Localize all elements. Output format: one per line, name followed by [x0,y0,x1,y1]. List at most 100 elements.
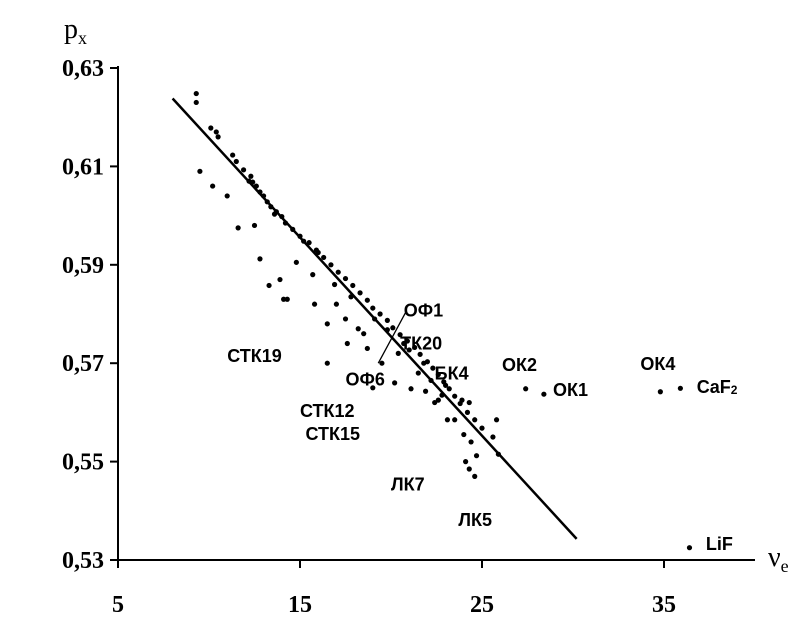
data-point [523,386,529,392]
data-point [290,226,296,232]
annotation-label: ОК1 [553,380,588,400]
data-point [395,350,401,356]
annotation-label: ЛК7 [391,475,425,495]
annotation-label: ОК2 [502,355,537,375]
y-tick-label: 0,57 [62,351,104,377]
data-point [493,417,500,423]
data-point [235,225,241,231]
data-point [281,296,287,302]
data-point [342,275,349,282]
data-point [355,326,361,332]
data-point [472,417,478,423]
data-point [321,254,327,261]
data-point [257,256,263,262]
x-tick-label: 35 [652,592,676,617]
data-point [344,340,350,347]
data-point [213,129,219,135]
data-point [404,338,410,344]
annotation-label: СТК19 [227,346,282,366]
data-point [361,331,367,337]
data-point [284,296,290,302]
data-point [473,453,480,459]
data-point [293,259,299,265]
data-point [432,399,438,406]
annotation-label: БК4 [435,363,469,383]
data-point [408,386,414,392]
data-point [271,211,278,217]
data-point [357,290,363,296]
annotations: ОФ1 СТК19 ТК20 ОФ6 БК4 ОК2 ОК1 ОК4 CaF2 СТК12 СТК1… [227,300,738,554]
annotation-label: ЛК5 [458,510,492,530]
annotation-label: ТК20 [400,333,442,353]
data-point [461,431,467,438]
data-point [466,399,472,406]
data-point [379,360,385,366]
data-point [310,272,316,278]
x-ticks: 5 15 25 35 [112,560,676,617]
data-point [246,178,252,184]
data-point [417,351,423,357]
y-ticks: 0,53 0,55 0,57 0,59 0,61 0,63 [62,56,118,574]
data-point [324,360,330,366]
x-axis-label: νe [768,542,789,576]
annotation-label: СТК15 [305,424,360,444]
y-axis-label: px [64,14,87,48]
data-point [446,386,452,392]
data-point [397,332,403,338]
data-point [306,240,312,246]
data-point [266,282,272,289]
data-point [297,233,303,239]
data-point [348,294,354,300]
data-point [390,325,396,331]
data-point [268,204,274,210]
data-point [452,393,458,399]
data-point [251,222,258,229]
data-point [257,189,263,195]
data-point [311,301,318,307]
x-tick-label: 5 [112,592,124,617]
data-point [452,417,458,423]
data-point [197,168,203,174]
data-point [459,397,465,403]
data-point [370,385,376,391]
data-point [282,220,289,226]
annotation-label: СТК12 [300,401,355,421]
data-point [193,90,199,97]
data-point [384,327,390,333]
data-point [428,377,434,384]
data-point [279,213,285,220]
data-point [422,388,429,394]
data-point [439,392,445,398]
data-point [435,371,441,378]
data-point [364,345,370,352]
data-point [233,158,239,165]
data-point [210,183,216,189]
data-point [248,173,254,179]
data-point [364,297,370,303]
y-tick-label: 0,63 [62,56,104,82]
data-point [677,385,683,391]
data-point [541,391,547,397]
data-point [324,321,330,327]
annotation-label: CaF2 [697,377,738,397]
x-tick-label: 25 [470,592,494,617]
axes [117,66,755,568]
data-point [370,305,376,311]
data-point [444,417,451,423]
data-point [464,409,471,415]
data-point [331,281,338,288]
data-point [468,439,474,445]
data-point [208,125,214,131]
x-tick-label: 15 [288,592,312,617]
annotation-pointer [377,312,407,364]
data-point [412,344,418,351]
data-point [342,316,349,322]
data-point [301,238,307,244]
data-point [384,317,390,323]
data-point [277,276,283,283]
data-point [495,451,501,457]
data-point [657,389,663,395]
y-tick-label: 0,55 [62,450,104,476]
data-point [466,466,472,472]
